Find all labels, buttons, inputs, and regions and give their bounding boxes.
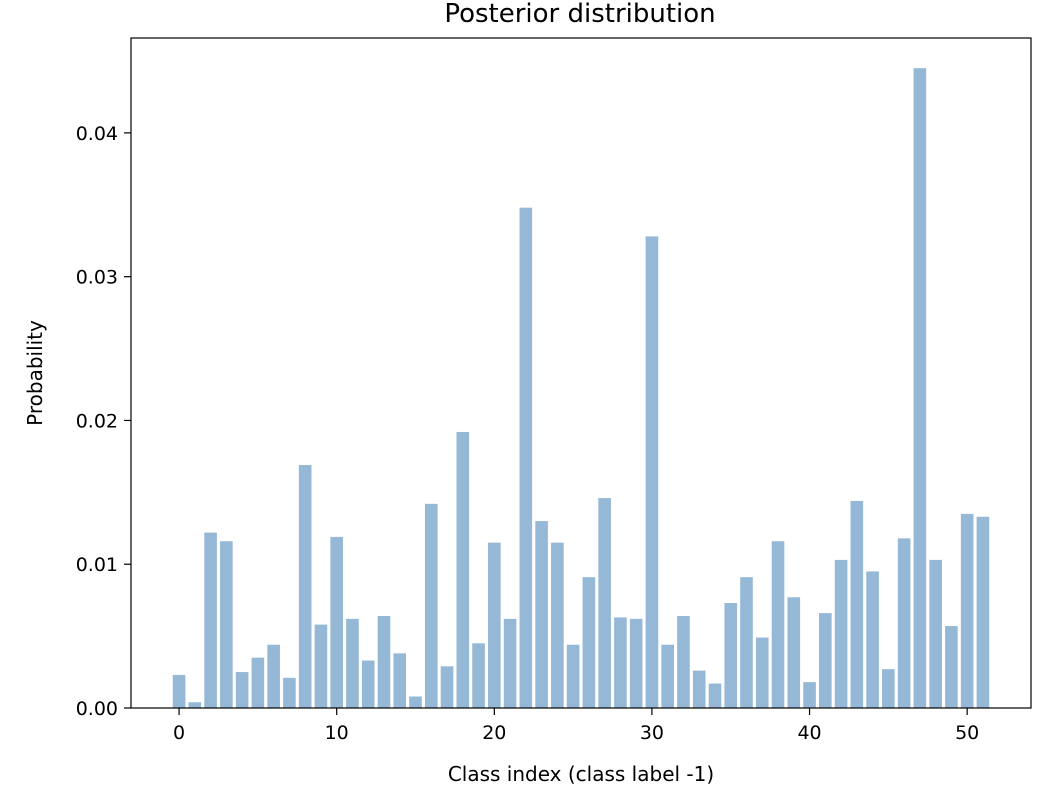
y-axis-label: Probability: [23, 320, 47, 426]
bar-class-51: [976, 516, 990, 708]
bar-class-11: [346, 618, 359, 708]
bar-class-38: [771, 541, 785, 708]
y-tick-label: 0.03: [76, 267, 118, 289]
bar-class-8: [298, 465, 312, 708]
bar-class-10: [330, 536, 343, 708]
bar-class-34: [708, 683, 722, 708]
y-tick-label: 0.02: [76, 410, 118, 432]
bar-class-13: [377, 615, 391, 708]
bar-class-46: [897, 538, 911, 708]
bar-class-31: [661, 644, 674, 708]
y-tick-label: 0.01: [76, 554, 118, 576]
bar-class-12: [361, 660, 375, 708]
bar-class-37: [755, 637, 769, 708]
bar-class-20: [488, 542, 501, 708]
bar-class-3: [220, 541, 233, 708]
bar-class-30: [645, 236, 659, 708]
ticks-layer: 0 10 20 30 40 50 0.00 0.01 0.02 0.03 0.04: [76, 123, 980, 744]
bar-class-26: [582, 577, 596, 708]
bar-class-25: [566, 644, 580, 708]
bar-class-15: [409, 696, 422, 708]
bars-layer: [172, 68, 990, 708]
bar-class-29: [629, 618, 643, 708]
x-tick-label: 30: [640, 722, 664, 744]
plot-frame: [130, 37, 1032, 709]
bar-class-16: [424, 503, 438, 708]
x-tick-label: 40: [797, 722, 821, 744]
x-tick-label: 10: [325, 722, 349, 744]
bar-class-33: [692, 670, 706, 708]
bar-class-35: [724, 603, 738, 708]
bar-class-2: [204, 532, 217, 708]
bar-class-42: [834, 559, 848, 708]
bar-class-50: [960, 513, 974, 708]
x-tick-label: 20: [482, 722, 506, 744]
bar-class-4: [235, 672, 249, 708]
bar-class-1: [188, 702, 202, 708]
bar-class-36: [740, 577, 753, 708]
chart-title: Posterior distribution: [444, 0, 715, 29]
bar-class-19: [472, 643, 485, 708]
bar-class-7: [283, 677, 296, 708]
y-tick-label: 0.00: [76, 698, 118, 720]
bar-class-28: [614, 617, 627, 708]
bar-class-27: [598, 498, 611, 708]
bar-class-6: [267, 644, 280, 708]
bar-class-44: [866, 571, 879, 708]
bar-class-48: [929, 559, 942, 708]
bar-class-14: [393, 653, 407, 708]
x-axis-label: Class index (class label -1): [448, 762, 714, 786]
bar-class-39: [787, 597, 801, 708]
bar-class-9: [314, 624, 328, 708]
bar-class-17: [440, 666, 454, 708]
bar-class-22: [519, 207, 533, 708]
bar-class-18: [456, 431, 470, 708]
bar-class-32: [677, 615, 690, 708]
bar-class-47: [913, 68, 927, 708]
bar-class-23: [535, 521, 548, 708]
bar-class-41: [819, 613, 832, 708]
bar-class-24: [551, 542, 564, 708]
bar-class-5: [251, 657, 265, 708]
bar-class-0: [172, 674, 186, 708]
bar-class-43: [850, 500, 864, 708]
x-tick-label: 0: [173, 722, 185, 744]
x-tick-label: 50: [955, 722, 979, 744]
bar-class-49: [945, 626, 958, 708]
bar-class-40: [803, 682, 816, 708]
bar-class-45: [882, 669, 895, 708]
y-tick-label: 0.04: [76, 123, 118, 145]
bar-class-21: [503, 618, 517, 708]
